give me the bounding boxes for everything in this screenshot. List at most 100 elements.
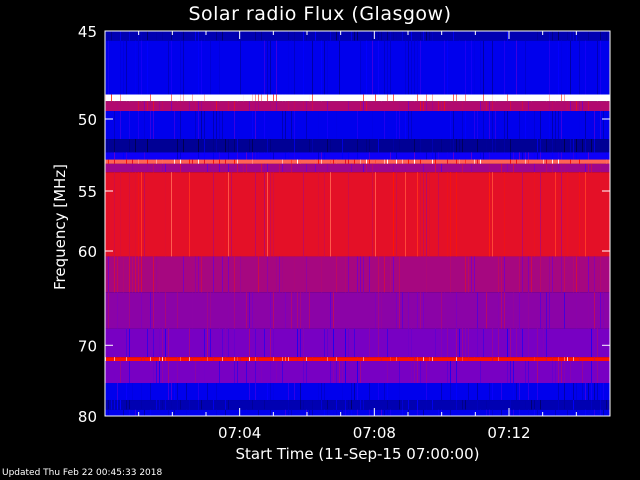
band-texture bbox=[252, 159, 253, 164]
band-texture bbox=[441, 101, 442, 111]
band-texture bbox=[396, 159, 397, 164]
band-texture bbox=[312, 94, 313, 102]
band-texture bbox=[285, 94, 286, 102]
band-texture bbox=[135, 31, 136, 41]
band-texture bbox=[225, 139, 226, 153]
band-texture bbox=[360, 159, 361, 164]
band-texture bbox=[342, 409, 343, 416]
band-texture bbox=[315, 159, 316, 164]
band-texture bbox=[270, 139, 271, 153]
band-texture bbox=[390, 409, 391, 416]
band-texture bbox=[165, 292, 166, 329]
band-texture bbox=[198, 256, 199, 293]
band-texture bbox=[378, 383, 379, 401]
band-texture bbox=[498, 292, 499, 329]
band-texture bbox=[420, 40, 421, 95]
band-texture bbox=[384, 383, 385, 401]
band-texture bbox=[519, 328, 520, 358]
band-texture bbox=[258, 357, 259, 361]
band-texture bbox=[120, 111, 121, 140]
band-texture bbox=[426, 101, 427, 111]
band-texture bbox=[318, 172, 319, 257]
band-texture bbox=[390, 256, 391, 293]
band-texture bbox=[354, 328, 355, 358]
band-texture bbox=[303, 40, 304, 95]
band-texture bbox=[384, 159, 385, 164]
band-texture bbox=[438, 152, 439, 160]
band-texture bbox=[366, 159, 367, 164]
band-texture bbox=[399, 256, 400, 293]
band-texture bbox=[567, 172, 568, 257]
band-texture bbox=[228, 172, 229, 257]
band-texture bbox=[240, 409, 241, 416]
band-texture bbox=[564, 361, 565, 383]
band-texture bbox=[558, 361, 559, 383]
band-texture bbox=[345, 256, 346, 293]
band-texture bbox=[558, 111, 559, 140]
band-texture bbox=[357, 31, 358, 41]
y-axis-label: Frequency [MHz] bbox=[51, 163, 69, 291]
x-tick-label: 07:04 bbox=[218, 424, 261, 442]
band-texture bbox=[255, 152, 256, 160]
band-texture bbox=[534, 111, 535, 140]
band-texture bbox=[447, 328, 448, 358]
band-texture bbox=[462, 101, 463, 111]
band-texture bbox=[528, 292, 529, 329]
band-texture bbox=[132, 163, 133, 173]
band-texture bbox=[348, 400, 349, 410]
band-texture bbox=[561, 40, 562, 95]
band-texture bbox=[138, 172, 139, 257]
band-texture bbox=[129, 172, 130, 257]
band-texture bbox=[540, 256, 541, 293]
band-texture bbox=[363, 256, 364, 293]
band-texture bbox=[519, 256, 520, 293]
band-texture bbox=[447, 159, 448, 164]
band-texture bbox=[504, 400, 505, 410]
band-texture bbox=[447, 172, 448, 257]
band-texture bbox=[432, 94, 433, 102]
band-texture bbox=[423, 172, 424, 257]
band-texture bbox=[435, 163, 436, 173]
band-texture bbox=[213, 400, 214, 410]
band-texture bbox=[594, 139, 595, 153]
band-texture bbox=[504, 172, 505, 257]
band-texture bbox=[255, 357, 256, 361]
band-texture bbox=[570, 101, 571, 111]
band-texture bbox=[111, 400, 112, 410]
band-texture bbox=[294, 152, 295, 160]
band-texture bbox=[321, 383, 322, 401]
band-texture bbox=[150, 101, 151, 111]
band-texture bbox=[138, 111, 139, 140]
frequency-band bbox=[105, 101, 610, 111]
band-texture bbox=[270, 172, 271, 257]
band-texture bbox=[369, 159, 370, 164]
band-texture bbox=[597, 40, 598, 95]
band-texture bbox=[564, 357, 565, 361]
band-texture bbox=[321, 256, 322, 293]
band-texture bbox=[558, 40, 559, 95]
band-texture bbox=[513, 292, 514, 329]
band-texture bbox=[600, 94, 601, 102]
band-texture bbox=[450, 383, 451, 401]
band-texture bbox=[468, 383, 469, 401]
band-texture bbox=[513, 152, 514, 160]
band-texture bbox=[324, 357, 325, 361]
band-texture bbox=[393, 163, 394, 173]
band-texture bbox=[435, 152, 436, 160]
band-texture bbox=[357, 111, 358, 140]
band-texture bbox=[114, 357, 115, 361]
band-texture bbox=[210, 292, 211, 329]
band-texture bbox=[195, 361, 196, 383]
band-texture bbox=[168, 40, 169, 95]
band-texture bbox=[120, 172, 121, 257]
band-texture bbox=[450, 361, 451, 383]
band-texture bbox=[537, 152, 538, 160]
band-texture bbox=[150, 409, 151, 416]
band-texture bbox=[120, 101, 121, 111]
band-texture bbox=[501, 383, 502, 401]
band-texture bbox=[183, 139, 184, 153]
band-texture bbox=[165, 172, 166, 257]
band-texture bbox=[489, 172, 490, 257]
band-texture bbox=[204, 139, 205, 153]
band-texture bbox=[117, 383, 118, 401]
